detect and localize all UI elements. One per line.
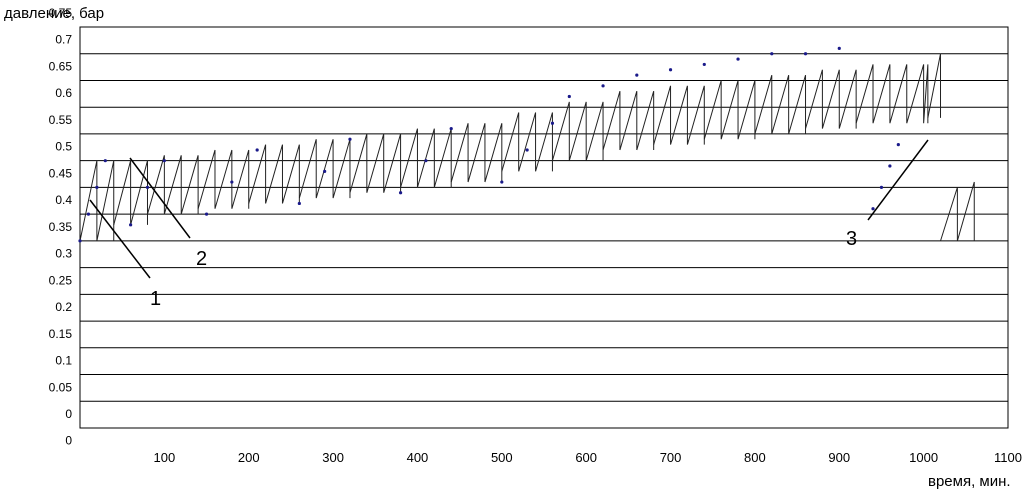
callout-leader-line [867,139,929,221]
series-line-segment [113,160,148,225]
series-line-segment [940,187,958,242]
series-dotted [78,46,900,243]
x-tick-label: 1100 [994,450,1022,465]
y-tick-label: 0.75 [49,6,73,20]
y-tick-label: 0.45 [49,166,73,180]
data-point [702,62,706,67]
data-point [86,212,91,216]
callout-label: 3 [846,228,857,250]
series-line-segment [855,64,929,124]
series-line-segment [653,85,705,145]
data-point [204,212,209,216]
data-point [888,164,892,168]
data-point [424,159,428,163]
data-point [162,159,166,163]
x-tick-label: 400 [407,450,429,465]
data-point [348,137,352,141]
x-tick-label: 100 [154,450,176,465]
data-point [323,169,327,173]
data-point [550,121,555,125]
series-line-segment [501,112,553,172]
series-line-segment [754,74,807,135]
y-tick-label: 0 [65,434,72,448]
y-tick-label: 0.4 [55,193,72,207]
y-axis-title: давление, бар [4,5,104,22]
series-line-segment [248,144,300,204]
x-tick-label: 700 [660,450,682,465]
data-point [255,148,259,152]
data-point [879,185,884,189]
series-line-segment [79,160,115,241]
x-tick-label: 200 [238,450,260,465]
callout-label: 1 [150,288,161,310]
series-line-segment [551,101,604,161]
callouts: 1 2 3 [89,139,929,310]
data-point [871,207,875,211]
series-line-segment [349,133,402,193]
y-tick-label: 0 [65,407,72,421]
data-point [78,239,82,243]
series-line-segment [450,123,503,183]
x-tick-label: 900 [828,450,850,465]
x-tick-label: 1000 [909,450,938,465]
data-point [230,180,234,184]
callout-label: 2 [196,248,207,270]
y-tick-label: 0.05 [49,380,73,394]
data-point [635,73,639,77]
data-point [803,52,808,56]
data-point [449,126,453,131]
y-tick-label: 0.3 [55,247,72,261]
y-tick-label: 0.65 [49,59,73,73]
y-tick-label: 0.1 [55,354,72,368]
series-line-segment [956,181,975,242]
data-point [297,201,301,206]
y-tick-label: 0.2 [55,300,72,314]
data-point [500,180,504,184]
callout-leader-line [129,157,191,239]
series-line-segment [147,155,199,215]
y-tick-label: 0.7 [55,33,72,47]
callout-leader-line [89,199,151,279]
x-tick-label: 300 [322,450,344,465]
data-point [103,159,107,163]
data-point [525,148,529,152]
series-solid-line [79,53,975,242]
series-line-segment [805,69,857,129]
series-line-segment [298,139,351,199]
data-point [896,143,900,147]
data-point [770,52,774,56]
y-tick-label: 0.5 [55,140,72,154]
data-point [145,185,150,189]
data-point [95,185,99,189]
plot-frame [79,26,1009,429]
x-tick-labels: 100 200 300 400 500 600 700 800 900 1000 1100 [154,450,1022,465]
data-point [601,84,605,88]
data-point [567,94,571,99]
x-tick-label: 500 [491,450,513,465]
y-tick-label: 0.55 [49,113,73,127]
data-point [736,57,740,61]
series-line-segment [400,128,452,188]
x-tick-label: 600 [575,450,597,465]
y-tick-label: 0.35 [49,220,73,234]
data-point [837,46,841,50]
x-axis-title: время, мин. [928,473,1011,490]
y-tick-labels: 0.75 0.7 0.65 0.6 0.55 0.5 0.45 0.4 0.35 0.3 0.25 0… [49,6,73,448]
y-tick-label: 0.25 [49,273,73,287]
data-point [129,223,133,227]
y-tick-label: 0.15 [49,327,73,341]
series-line-segment [602,91,655,151]
gridlines [79,26,1009,429]
y-tick-label: 0.6 [55,86,72,100]
series-line-segment [703,80,756,140]
data-point [398,191,403,195]
series-line-segment [927,53,942,118]
data-point [668,68,673,72]
x-tick-label: 800 [744,450,766,465]
series-line-segment [197,149,250,209]
